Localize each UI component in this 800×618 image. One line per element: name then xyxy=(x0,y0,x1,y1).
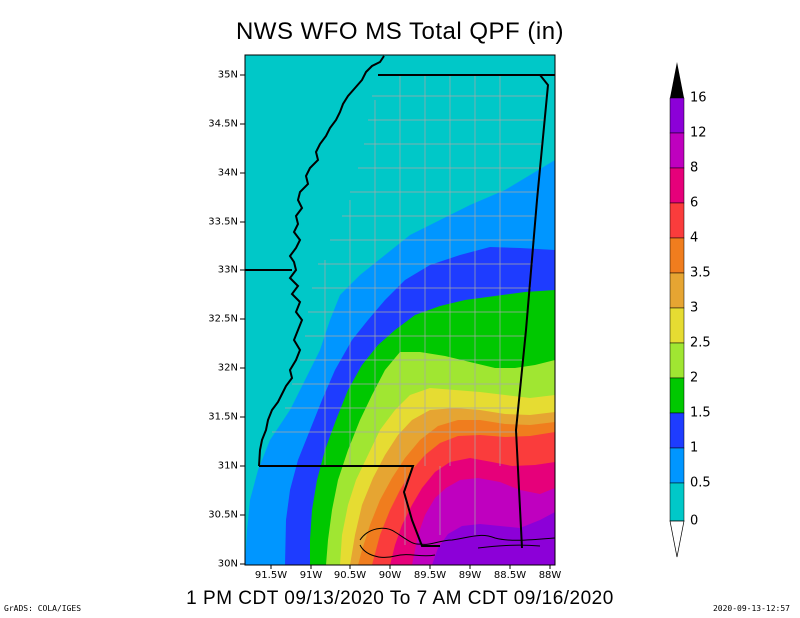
legend-label: 8 xyxy=(690,160,699,176)
legend-label: 0.5 xyxy=(690,475,711,491)
legend-label: 1.5 xyxy=(690,405,711,421)
map-frame xyxy=(244,54,556,566)
legend-label: 4 xyxy=(690,230,699,246)
legend-label: 12 xyxy=(690,125,707,141)
legend-swatch-1-1.5 xyxy=(669,412,685,449)
legend-swatch-2-2.5 xyxy=(669,342,685,379)
lon-label: 91W xyxy=(299,570,323,581)
legend-swatch-12-16 xyxy=(669,97,685,134)
lat-label: 33.5N xyxy=(208,216,238,228)
legend-swatch-3.5-4 xyxy=(669,237,685,274)
legend-label: 3 xyxy=(690,300,699,316)
legend-bottom-arrow xyxy=(669,520,685,558)
lon-label: 89W xyxy=(458,570,482,581)
lat-label: 35N xyxy=(217,69,238,81)
legend-top-arrow xyxy=(670,62,684,98)
legend-swatch-0-0.5 xyxy=(669,482,685,522)
legend-swatch-8-12 xyxy=(669,132,685,169)
generation-timestamp: 2020-09-13-12:57 xyxy=(712,604,790,613)
lon-label: 90W xyxy=(378,570,402,581)
county-boundaries xyxy=(272,75,545,545)
legend-label: 0 xyxy=(690,513,699,529)
grads-credit: GrADS: COLA/IGES xyxy=(4,604,82,613)
legend-label: 16 xyxy=(690,90,707,106)
gulf-coastline xyxy=(359,527,555,558)
state-borders xyxy=(245,55,555,549)
lon-label: 88.5W xyxy=(493,570,527,581)
legend-swatch-4-6 xyxy=(669,202,685,239)
lat-label: 31N xyxy=(217,460,238,472)
legend-swatch-1.5-2 xyxy=(669,377,685,414)
lon-label: 88W xyxy=(538,570,562,581)
legend-label: 1 xyxy=(690,440,699,456)
lat-label: 32N xyxy=(217,362,238,374)
map-title: NWS WFO MS Total QPF (in) xyxy=(235,18,565,45)
lon-label: 91.5W xyxy=(254,570,288,581)
legend-label: 2 xyxy=(690,370,699,386)
axis-ticks xyxy=(240,74,551,569)
qpf-band-12-16 xyxy=(432,512,555,565)
lat-label: 34N xyxy=(217,167,238,179)
legend-label: 2.5 xyxy=(690,335,711,351)
valid-period: 1 PM CDT 09/13/2020 To 7 AM CDT 09/16/20… xyxy=(186,588,614,609)
lat-label: 32.5N xyxy=(208,313,238,325)
lon-label: 90.5W xyxy=(333,570,367,581)
lat-label: 30.5N xyxy=(208,509,238,521)
legend-colorbar xyxy=(669,62,685,558)
legend-swatch-0.5-1 xyxy=(669,447,685,484)
lat-label: 33N xyxy=(217,264,238,276)
legend-label: 6 xyxy=(690,195,699,211)
legend-swatch-3-3.5 xyxy=(669,272,685,309)
lon-label: 89.5W xyxy=(413,570,447,581)
lat-label: 31.5N xyxy=(208,411,238,423)
legend-label: 3.5 xyxy=(690,265,711,281)
lat-label: 34.5N xyxy=(208,118,238,130)
legend-swatch-6-8 xyxy=(669,167,685,204)
legend-swatch-2.5-3 xyxy=(669,307,685,344)
lat-label: 30N xyxy=(217,558,238,570)
